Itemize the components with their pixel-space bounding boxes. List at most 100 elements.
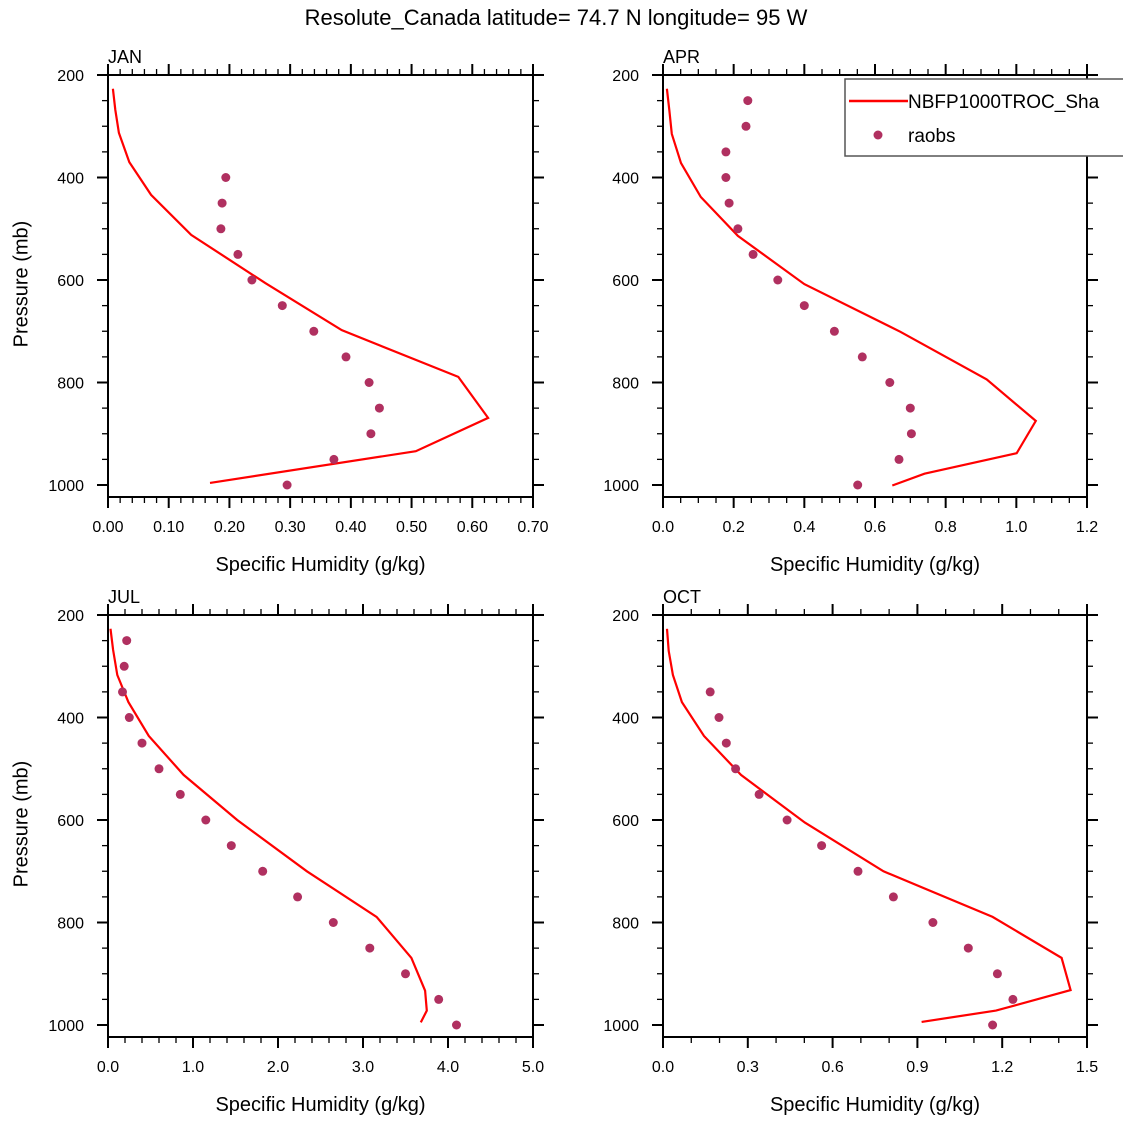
raobs-point [226, 841, 236, 851]
x-tick-label: 0.6 [864, 519, 886, 536]
model-line [665, 628, 1072, 1023]
raobs-point [221, 173, 231, 182]
panel-title: APR [663, 47, 700, 67]
panel-oct: OCT 0.0 0.3 0.6 0.9 1.2 1.5 200 400 600 800 1000 Spe… [603, 587, 1098, 1116]
x-tick-label: 0.9 [906, 1059, 928, 1076]
plot-frame [107, 74, 534, 498]
legend: NBFP1000TROC_Sha raobs [844, 78, 1123, 157]
raobs-point [853, 866, 863, 876]
x-tick-label: 0.10 [153, 519, 184, 536]
panels: JAN 0.00 0.10 0.20 0.30 0.40 0.50 0.60 0.70 200 40… [10, 47, 1098, 1116]
raobs-point [721, 173, 731, 182]
x-tick-label: 0.0 [652, 1059, 674, 1076]
raobs-point [782, 815, 792, 825]
raobs-point [119, 661, 129, 671]
raobs-point [721, 738, 731, 748]
y-tick-label: 800 [57, 376, 84, 393]
x-tick-label: 2.0 [267, 1059, 289, 1076]
x-tick-label: 5.0 [522, 1059, 544, 1076]
y-tick-label: 1000 [48, 478, 84, 495]
x-tick-label: 0.20 [214, 519, 245, 536]
y-tick-label: 200 [57, 608, 84, 625]
x-tick-label: 0.40 [335, 519, 366, 536]
raobs-point [992, 969, 1002, 979]
legend-label-model: NBFP1000TROC_Sha [908, 92, 1100, 113]
panel-apr: APR 0.0 0.2 0.4 0.6 0.8 1.0 1.2 200 400 600 800 1000… [603, 47, 1098, 576]
y-tick-label: 400 [612, 711, 639, 728]
raobs-point [366, 429, 376, 439]
raobs-point [743, 96, 753, 106]
raobs-point [122, 636, 132, 646]
raobs-point [857, 352, 867, 362]
y-tick-label: 400 [57, 171, 84, 188]
raobs-point [137, 738, 147, 748]
y-axis-label: Pressure (mb) [10, 221, 32, 348]
x-tick-label: 0.30 [275, 519, 306, 536]
y-tick-label: 800 [612, 376, 639, 393]
panel-title: OCT [663, 587, 701, 607]
raobs-point [434, 994, 444, 1004]
raobs-point [118, 687, 127, 697]
x-tick-label: 0.0 [652, 519, 674, 536]
panel-title: JAN [108, 47, 142, 67]
raobs-point [829, 326, 839, 336]
raobs-point [928, 918, 938, 927]
figure-title: Resolute_Canada latitude= 74.7 N longitu… [305, 5, 808, 30]
panel-jan: JAN 0.00 0.10 0.20 0.30 0.40 0.50 0.60 0.70 200 40… [10, 47, 548, 576]
raobs-point [364, 378, 374, 387]
raobs-point [705, 687, 715, 697]
raobs-point [894, 454, 904, 464]
raobs-point [154, 764, 164, 774]
raobs-point [309, 326, 319, 336]
x-tick-label: 0.6 [821, 1059, 843, 1076]
y-tick-label: 600 [57, 813, 84, 830]
raobs-point [853, 480, 863, 490]
y-tick-label: 600 [612, 813, 639, 830]
y-tick-label: 800 [612, 916, 639, 933]
raobs-point [328, 918, 338, 927]
legend-box [844, 78, 1123, 157]
raobs-point [906, 429, 916, 439]
raobs-point [741, 121, 751, 131]
x-axis-label: Specific Humidity (g/kg) [770, 554, 980, 576]
raobs-point [217, 198, 227, 208]
x-axis-label: Specific Humidity (g/kg) [215, 1094, 425, 1116]
x-tick-label: 4.0 [437, 1059, 459, 1076]
raobs-point [452, 1020, 461, 1030]
model-line [111, 88, 490, 484]
raobs-point [374, 403, 384, 413]
x-tick-label: 1.0 [182, 1059, 204, 1076]
y-tick-label: 1000 [603, 478, 639, 495]
y-tick-label: 400 [612, 171, 639, 188]
raobs-point [817, 841, 827, 851]
legend-label-obs: raobs [908, 126, 956, 147]
raobs-point [258, 866, 268, 876]
model-line [665, 88, 1038, 487]
x-tick-label: 0.8 [935, 519, 957, 536]
y-tick-label: 600 [612, 273, 639, 290]
y-tick-label: 200 [612, 608, 639, 625]
x-tick-label: 0.00 [92, 519, 123, 536]
x-tick-label: 0.60 [457, 519, 488, 536]
raobs-point [282, 480, 292, 490]
raobs-point [714, 713, 724, 722]
y-axis-label: Pressure (mb) [10, 761, 32, 888]
raobs-point [247, 275, 257, 285]
y-tick-label: 800 [57, 916, 84, 933]
y-tick-label: 200 [612, 68, 639, 85]
raobs-point [885, 378, 895, 387]
raobs-point [401, 969, 410, 979]
plot-frame [662, 614, 1088, 1038]
raobs-point [233, 249, 243, 259]
raobs-point [277, 301, 287, 311]
x-tick-label: 0.2 [723, 519, 745, 536]
raobs-point [905, 403, 915, 413]
raobs-point [773, 275, 783, 285]
x-tick-label: 0.70 [517, 519, 548, 536]
raobs-point [988, 1020, 998, 1030]
raobs-point [888, 892, 898, 902]
raobs-point [175, 789, 185, 799]
legend-marker-swatch [873, 130, 883, 140]
raobs-point [724, 198, 734, 208]
raobs-point [754, 789, 764, 799]
